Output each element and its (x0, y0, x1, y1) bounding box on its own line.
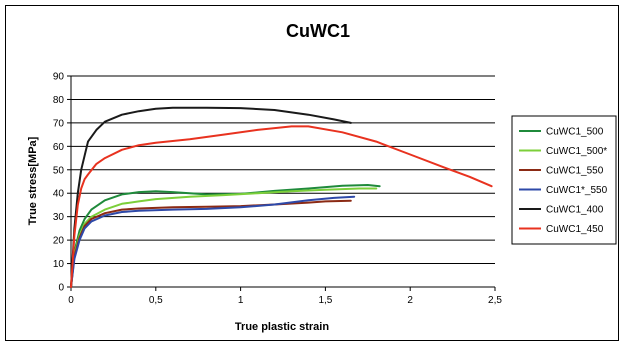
x-tick-label: 2 (407, 295, 413, 306)
series-line-2 (70, 187, 378, 288)
ticks-layer: 0 10 20 30 40 50 60 70 80 90 0 0,5 1 1,5 2 2,5 (53, 72, 503, 307)
y-tick-label: 0 (58, 283, 64, 294)
y-tick-label: 40 (53, 189, 65, 200)
axes-layer (70, 76, 495, 288)
y-tick-label: 30 (53, 212, 65, 223)
x-tick-label: 1,5 (318, 295, 332, 306)
y-tick-label: 10 (53, 259, 65, 270)
x-tick-label: 1 (238, 295, 244, 306)
x-tick-label: 2,5 (488, 295, 502, 306)
legend-label: CuWC1_450 (546, 224, 604, 235)
x-axis-title: True plastic strain (235, 321, 329, 333)
series-line-6 (70, 125, 493, 288)
grid-layer (71, 75, 495, 265)
x-tick-label: 0 (68, 295, 74, 306)
legend-label: CuWC1_500* (546, 146, 607, 157)
legend-label: CuWC1*_550 (546, 185, 608, 196)
legend-box (511, 115, 617, 245)
y-tick-label: 70 (53, 118, 65, 129)
y-tick-label: 60 (53, 142, 65, 153)
y-tick-label: 50 (53, 165, 65, 176)
legend-items: CuWC1_500 CuWC1_500* CuWC1_550 CuWC1*_550 Cu… (519, 127, 608, 235)
legend-label: CuWC1_500 (546, 127, 604, 138)
series-line-1 (70, 184, 381, 288)
legend: CuWC1_500 CuWC1_500* CuWC1_550 CuWC1*_550 Cu… (511, 115, 617, 245)
series-layer (70, 106, 493, 288)
y-tick-label: 90 (53, 72, 65, 83)
y-tick-label: 20 (53, 236, 65, 247)
y-axis-title: True stress[MPa] (27, 136, 39, 225)
legend-label: CuWC1_400 (546, 205, 604, 216)
chart-title: CuWC1 (286, 21, 350, 41)
legend-label: CuWC1_550 (546, 166, 604, 177)
x-tick-label: 0,5 (149, 295, 163, 306)
series-line-5 (70, 106, 352, 288)
y-tick-label: 80 (53, 95, 65, 106)
series-line-4 (70, 195, 356, 288)
